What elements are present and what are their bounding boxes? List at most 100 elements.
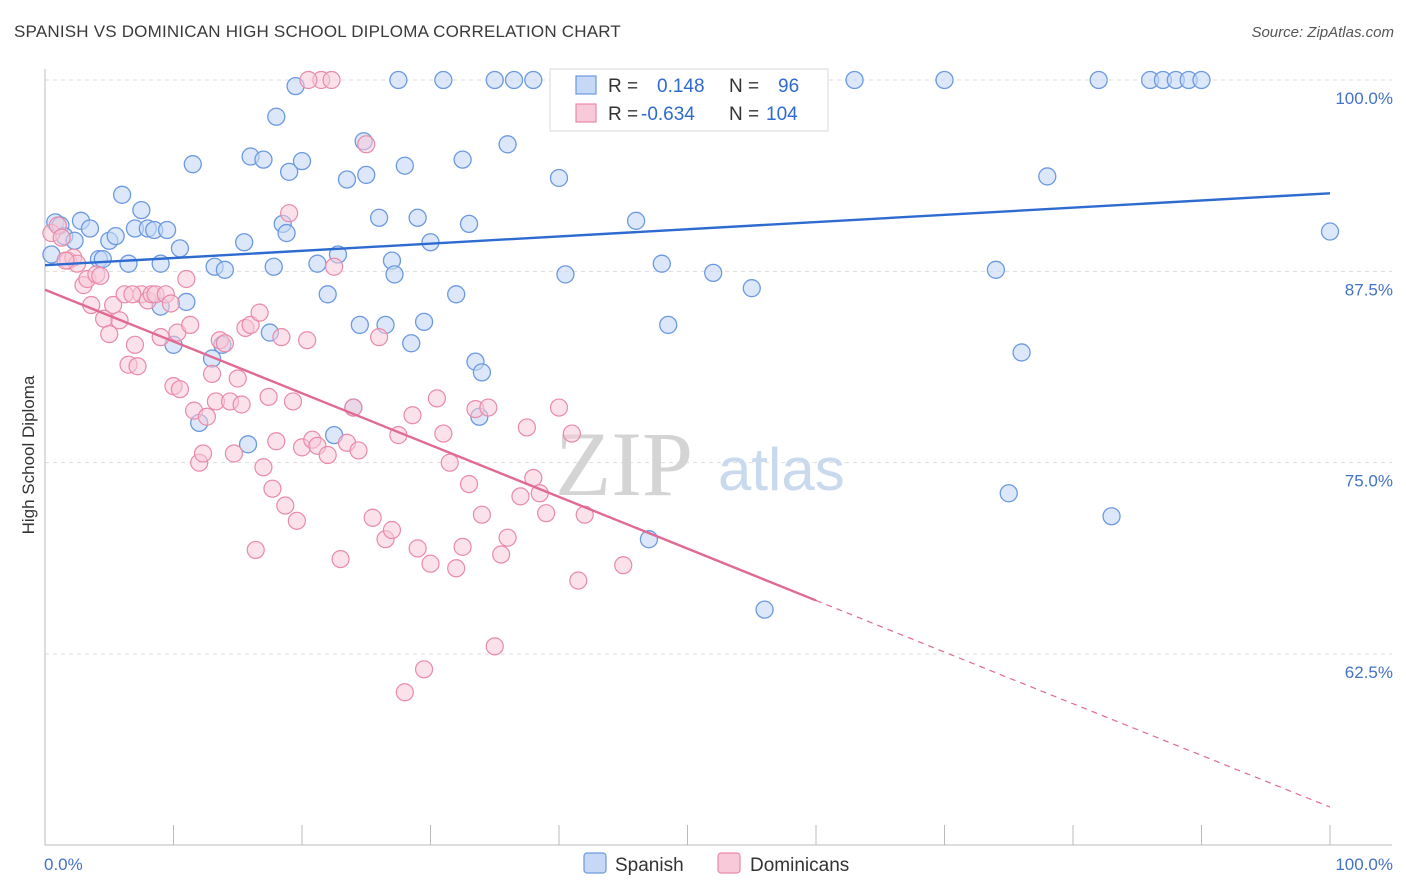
spanish-points bbox=[42, 70, 1340, 619]
dominican-point bbox=[56, 251, 75, 270]
spanish-point bbox=[106, 226, 125, 246]
dominican-point bbox=[325, 257, 344, 276]
dominican-point bbox=[562, 424, 581, 443]
dominican-point bbox=[250, 303, 269, 322]
spanish-point bbox=[1038, 167, 1057, 186]
spanish-point bbox=[385, 265, 404, 284]
spanish-point bbox=[1320, 222, 1340, 241]
dominican-point bbox=[202, 364, 222, 383]
spanish-point bbox=[986, 260, 1006, 279]
dominican-point bbox=[228, 369, 247, 388]
spanish-swatch bbox=[575, 75, 597, 95]
dominican-point bbox=[283, 392, 303, 411]
legend-spanish-swatch bbox=[583, 852, 607, 874]
spanish-point bbox=[357, 165, 376, 185]
spanish-point bbox=[485, 70, 504, 90]
spanish-point bbox=[254, 150, 273, 169]
spanish-point bbox=[1089, 70, 1108, 90]
spanish-point bbox=[337, 170, 357, 189]
spanish-point bbox=[935, 70, 954, 90]
dominican-point bbox=[549, 398, 569, 417]
spanish-point bbox=[652, 254, 671, 273]
spanish-point bbox=[279, 162, 299, 181]
spanish-point bbox=[112, 185, 132, 204]
x-tick-label-1: 100.0% bbox=[1335, 855, 1393, 874]
dominican-point bbox=[177, 269, 196, 289]
dominican-point bbox=[363, 508, 382, 527]
spanish-point bbox=[524, 70, 543, 90]
dominican-point bbox=[259, 387, 278, 406]
dominican-point bbox=[349, 441, 368, 460]
dominicans-n-value: 104 bbox=[766, 104, 798, 125]
chart-title: SPANISH VS DOMINICAN HIGH SCHOOL DIPLOMA… bbox=[14, 22, 622, 41]
y-tick-label-2: 75.0% bbox=[1345, 472, 1393, 491]
spanish-point bbox=[659, 315, 678, 335]
dominican-point bbox=[161, 294, 181, 313]
spanish-point bbox=[389, 70, 408, 90]
series-legend: Spanish Dominicans bbox=[583, 852, 849, 876]
dominican-point bbox=[382, 520, 402, 540]
dominican-point bbox=[246, 540, 265, 560]
spanish-point bbox=[402, 334, 421, 353]
spanish-point bbox=[369, 208, 389, 227]
spanish-point bbox=[215, 260, 235, 279]
spanish-point bbox=[318, 285, 337, 304]
dominican-point bbox=[492, 545, 511, 564]
dominican-point bbox=[104, 295, 123, 315]
spanish-point bbox=[308, 254, 327, 273]
dominican-point bbox=[318, 445, 337, 465]
dominican-point bbox=[421, 554, 440, 573]
spanish-point bbox=[434, 70, 453, 90]
dominican-point bbox=[181, 315, 200, 335]
dominican-point bbox=[52, 228, 71, 247]
dominican-point bbox=[193, 444, 213, 463]
dominican-point bbox=[414, 660, 434, 679]
dominican-point bbox=[197, 407, 217, 426]
spanish-r-label: R = bbox=[608, 76, 638, 97]
dominican-point bbox=[447, 559, 466, 578]
spanish-point bbox=[395, 156, 414, 175]
spanish-point bbox=[80, 219, 100, 238]
axes bbox=[44, 69, 1392, 846]
dominican-point bbox=[459, 474, 479, 494]
dominican-point bbox=[357, 135, 376, 154]
dominican-point bbox=[537, 504, 556, 523]
spanish-point bbox=[472, 363, 492, 382]
stats-legend: R = 0.148 N = 96 R = -0.634 N = 104 bbox=[549, 68, 829, 132]
spanish-point bbox=[999, 484, 1018, 503]
dominican-point bbox=[395, 683, 414, 702]
dominicans-r-value: -0.634 bbox=[641, 104, 695, 125]
spanish-trend-line bbox=[44, 192, 1331, 267]
dominicans-r-label: R = bbox=[608, 104, 638, 125]
dominican-point bbox=[91, 266, 110, 286]
spanish-point bbox=[1012, 343, 1031, 362]
dominican-point bbox=[427, 389, 447, 408]
dominican-point bbox=[241, 315, 260, 335]
dominican-point bbox=[403, 406, 422, 425]
dominican-point bbox=[408, 539, 427, 558]
spanish-n-label: N = bbox=[729, 76, 759, 97]
spanish-point bbox=[742, 279, 761, 298]
spanish-point bbox=[177, 292, 196, 312]
tick-labels: 100.0% 87.5% 75.0% 62.5% 0.0% 100.0% bbox=[44, 89, 1393, 874]
spanish-point bbox=[170, 239, 190, 258]
spanish-point bbox=[845, 70, 864, 90]
spanish-point bbox=[183, 155, 202, 174]
source-credit: Source: ZipAtlas.com bbox=[1251, 24, 1394, 41]
dominican-point bbox=[215, 334, 234, 353]
legend-spanish-label: Spanish bbox=[615, 855, 684, 876]
spanish-point bbox=[414, 312, 434, 331]
spanish-point bbox=[277, 223, 296, 243]
dominican-point bbox=[614, 556, 633, 575]
spanish-point bbox=[235, 233, 254, 252]
dominican-point bbox=[498, 528, 517, 547]
y-tick-label-3: 62.5% bbox=[1345, 663, 1393, 682]
dominican-point bbox=[224, 444, 243, 463]
legend-dominicans-label: Dominicans bbox=[750, 855, 849, 876]
dominican-point bbox=[123, 285, 142, 304]
spanish-point bbox=[453, 150, 472, 169]
spanish-point bbox=[350, 315, 369, 335]
dominican-point bbox=[298, 331, 317, 350]
dominican-point bbox=[128, 357, 147, 376]
